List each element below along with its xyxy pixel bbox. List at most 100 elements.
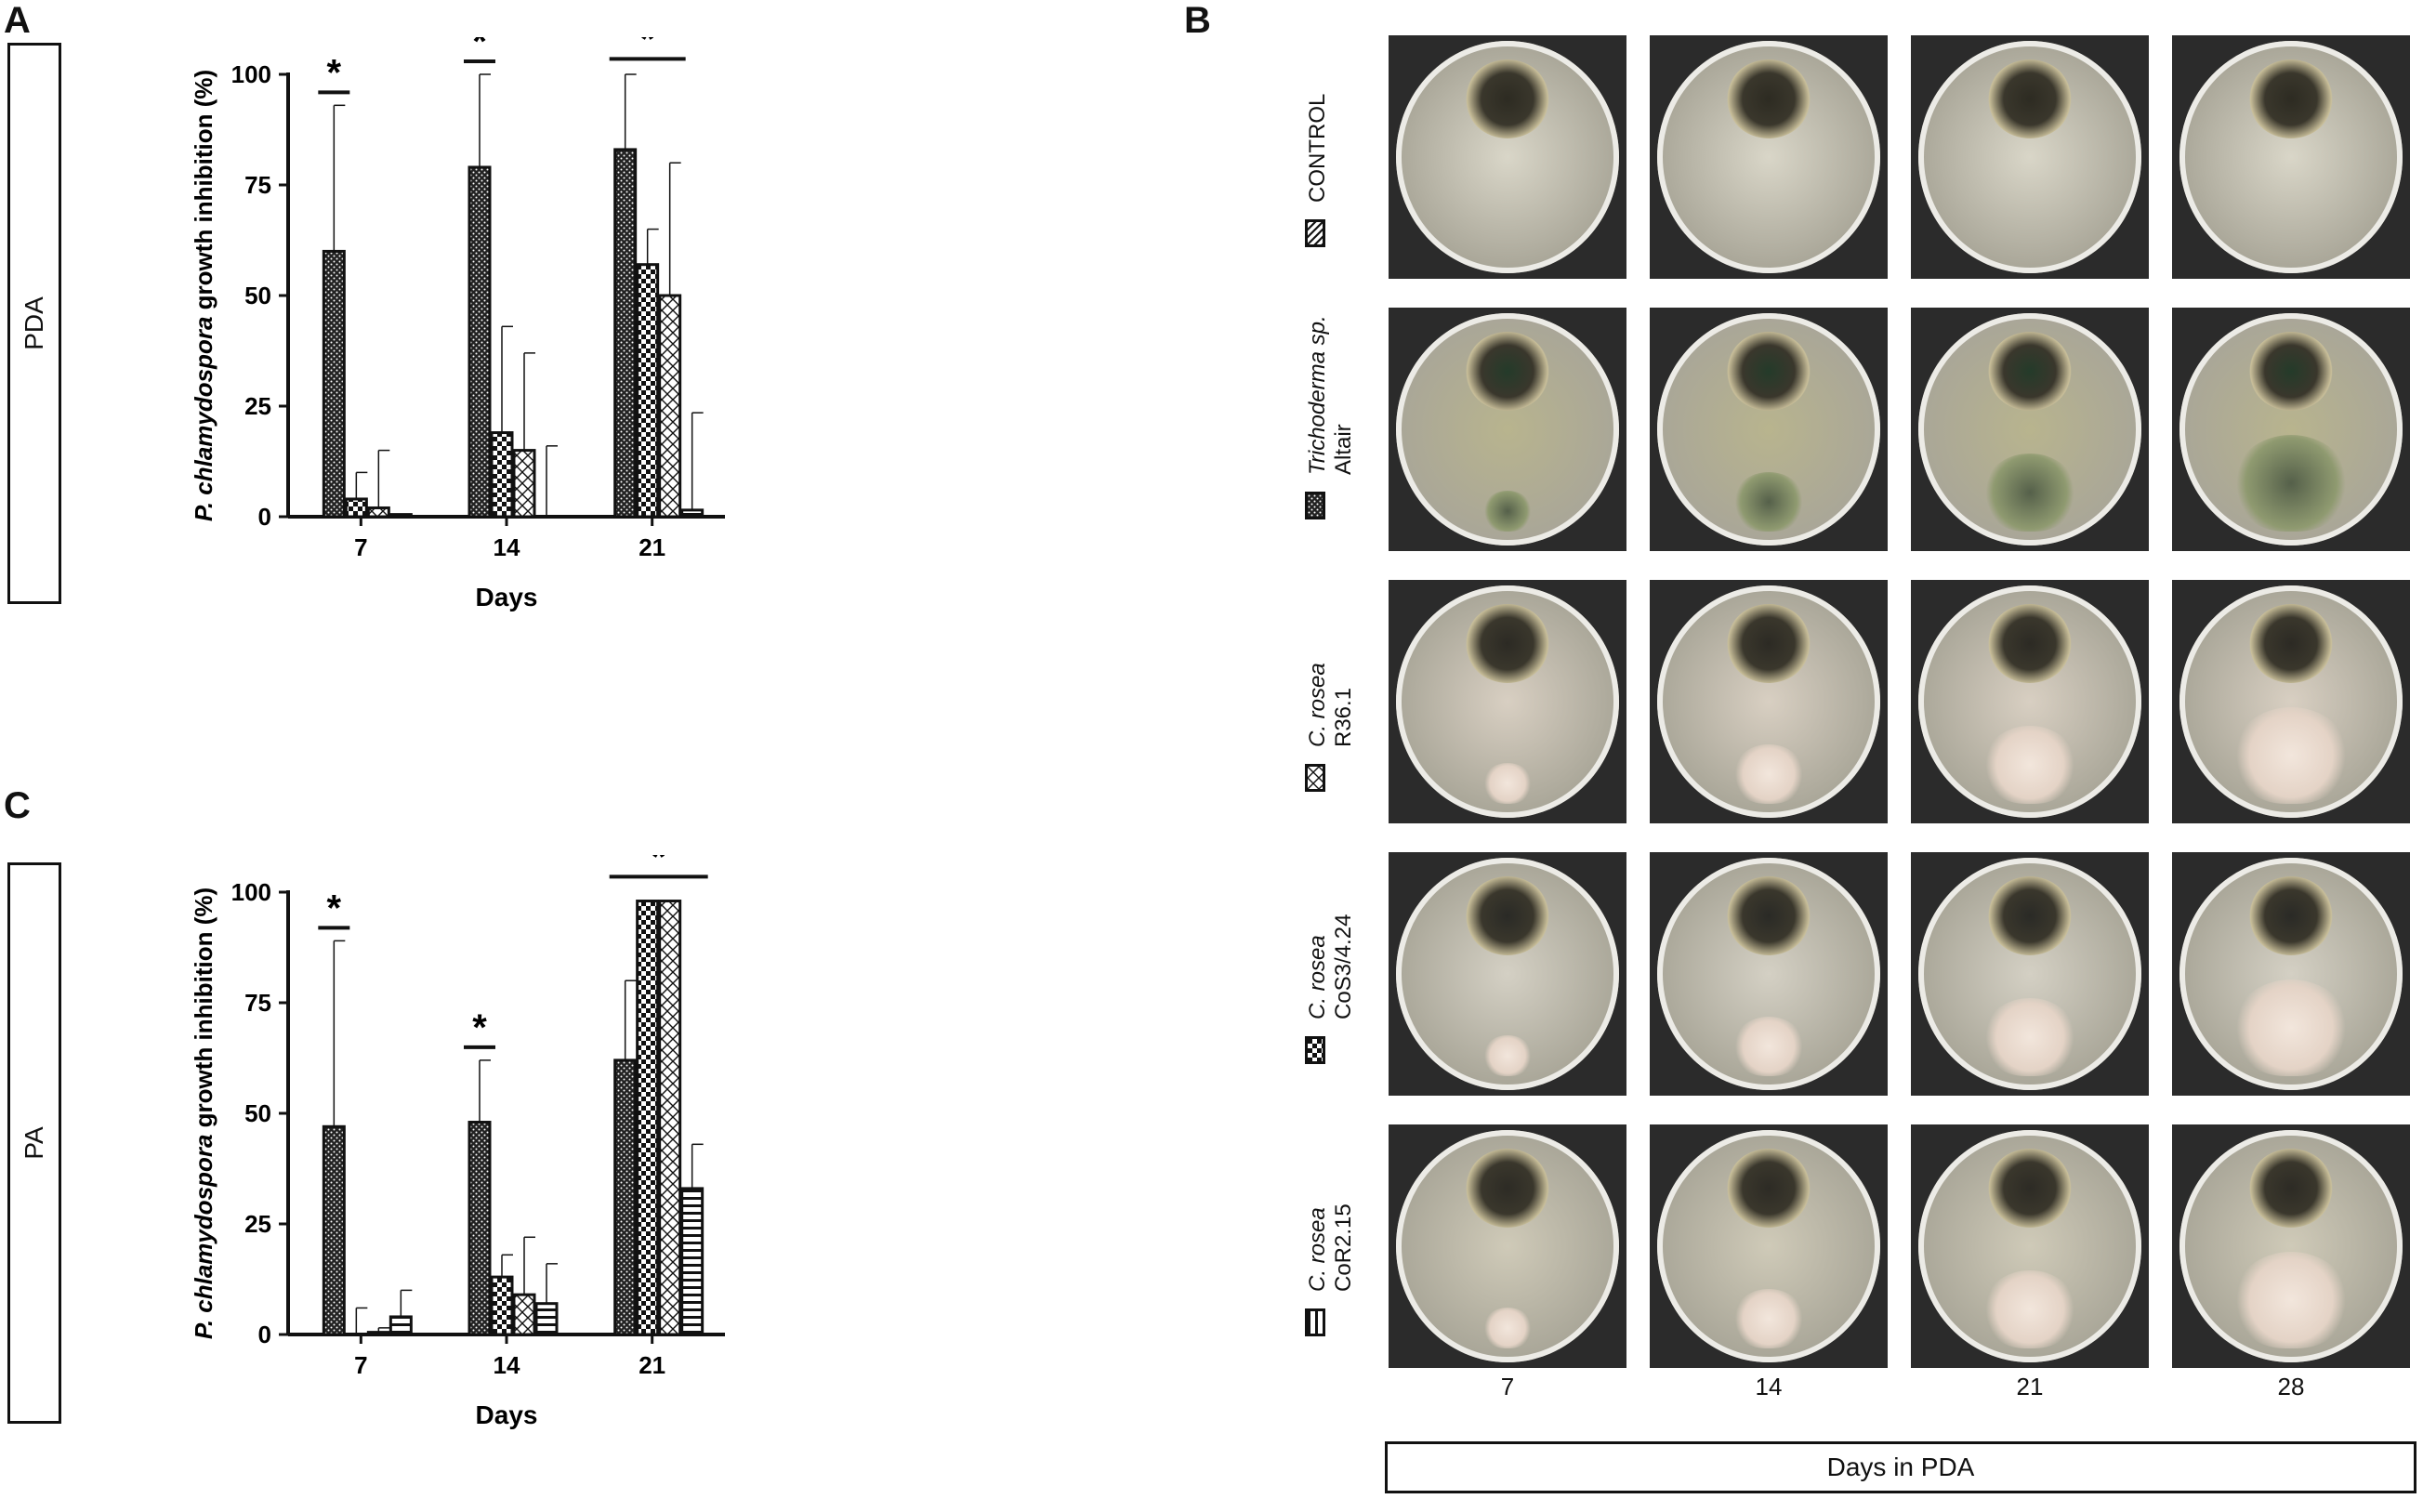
- petri-plate-photo: [1911, 852, 2149, 1096]
- row-label: C. rosea CoS3/4.24: [1305, 914, 1356, 1019]
- row-label-line1: C. rosea: [1305, 1207, 1330, 1292]
- row-label-line1: C. rosea: [1305, 663, 1330, 747]
- pathogen-colony: [1987, 59, 2073, 138]
- antagonist-colony: [2232, 435, 2350, 532]
- medium-box-pda: PDA: [7, 43, 61, 604]
- antagonist-colony: [1982, 454, 2077, 532]
- x-tick-label: 7: [354, 1351, 367, 1379]
- bar: [658, 294, 682, 519]
- row-label-line1: C. rosea: [1305, 935, 1330, 1019]
- bar: [613, 1058, 638, 1336]
- y-tick-label: 25: [244, 392, 271, 420]
- x-axis-label: Days: [476, 583, 538, 611]
- antagonist-colony: [1482, 491, 1533, 532]
- petri-dish: [2179, 313, 2403, 546]
- medium-box-pa: PA: [7, 862, 61, 1424]
- panel-letter-b: B: [1184, 0, 1211, 41]
- antagonist-colony: [1482, 1308, 1533, 1348]
- petri-plate-photo: [1650, 1124, 1888, 1368]
- petri-plate-photo: [2172, 580, 2410, 823]
- petri-plate-photo: [1650, 308, 1888, 551]
- pathogen-colony: [2248, 59, 2334, 138]
- petri-plate-photo: [1911, 35, 2149, 279]
- legend-swatch: [1305, 764, 1325, 792]
- x-tick-label: 21: [639, 533, 665, 561]
- row-label-line1: CONTROL: [1305, 93, 1330, 203]
- petri-plate-photo: [2172, 308, 2410, 551]
- pathogen-colony: [1987, 1149, 2073, 1228]
- antagonist-colony: [1732, 1289, 1805, 1348]
- day-label: 21: [2016, 1373, 2044, 1400]
- petri-dish: [1657, 858, 1880, 1090]
- bar: [636, 900, 660, 1336]
- pathogen-colony: [1987, 604, 2073, 683]
- petri-dish: [1918, 1130, 2141, 1362]
- petri-plate-photo: [2172, 1124, 2410, 1368]
- bar: [680, 508, 705, 519]
- day-label: 28: [2277, 1373, 2305, 1400]
- plates-grid: CONTROL Trichoderma sp. Altair C. rosea R36.…: [1283, 35, 2423, 1512]
- petri-dish: [1396, 41, 1619, 273]
- x-tick-label: 21: [639, 1351, 665, 1379]
- significance-star: *: [327, 887, 342, 928]
- significance-star: *: [472, 37, 487, 62]
- bar: [490, 431, 514, 519]
- bar: [388, 1315, 413, 1336]
- petri-dish: [1396, 1130, 1619, 1362]
- petri-plate-photo: [1389, 1124, 1626, 1368]
- antagonist-colony: [1982, 1270, 2077, 1348]
- y-tick-label: 0: [258, 503, 271, 531]
- antagonist-colony: [1982, 726, 2077, 804]
- y-axis-label-rest: growth inhibition (%): [190, 70, 217, 317]
- petri-plate-photo: [1650, 580, 1888, 823]
- y-tick-label: 100: [231, 60, 271, 88]
- petri-dish: [2179, 1130, 2403, 1362]
- petri-plate-photo: [1650, 35, 1888, 279]
- x-tick-label: 14: [494, 533, 520, 561]
- bar: [467, 165, 492, 519]
- antagonist-colony: [1482, 763, 1533, 804]
- petri-plate-photo: [1911, 1124, 2149, 1368]
- y-axis-label: P. chlamydospora growth inhibition (%): [190, 887, 217, 1339]
- pathogen-colony: [2248, 604, 2334, 683]
- y-tick-label: 0: [258, 1321, 271, 1348]
- bar: [366, 506, 390, 519]
- medium-label-pa: PA: [20, 1126, 48, 1160]
- y-axis-label: P. chlamydospora growth inhibition (%): [190, 70, 217, 521]
- bar: [322, 1124, 346, 1336]
- x-tick-label: 7: [354, 533, 367, 561]
- petri-plate-photo: [1650, 852, 1888, 1096]
- y-tick-label: 50: [244, 1099, 271, 1127]
- pathogen-colony: [2248, 1149, 2334, 1228]
- day-label: 7: [1500, 1373, 1515, 1400]
- bar: [658, 900, 682, 1336]
- antagonist-colony: [1982, 998, 2077, 1076]
- pathogen-colony: [2248, 876, 2334, 955]
- pathogen-colony: [1726, 59, 1811, 138]
- row-label-line2: R36.1: [1330, 687, 1356, 747]
- y-axis-label-italic: P. chlamydospora: [190, 1135, 217, 1340]
- bar: [490, 1275, 514, 1336]
- bar: [322, 249, 346, 519]
- bar: [366, 1331, 390, 1336]
- bar: [613, 148, 638, 519]
- petri-plate-photo: [1911, 308, 2149, 551]
- row-label-line1: Trichoderma sp.: [1305, 315, 1330, 475]
- x-axis-label: Days: [476, 1400, 538, 1429]
- days-axis-box: Days in PDA: [1385, 1441, 2416, 1493]
- y-tick-label: 50: [244, 282, 271, 309]
- bar: [512, 449, 536, 519]
- petri-dish: [1657, 585, 1880, 818]
- medium-label-pda: PDA: [20, 296, 48, 350]
- y-axis-label-italic: P. chlamydospora: [190, 317, 217, 522]
- bar: [388, 513, 413, 519]
- petri-plate-photo: [1389, 852, 1626, 1096]
- day-label: 14: [1755, 1373, 1783, 1400]
- row-label-line2: CoR2.15: [1330, 1203, 1356, 1292]
- pathogen-colony: [1465, 1149, 1550, 1228]
- petri-dish: [1657, 1130, 1880, 1362]
- legend-swatch: [1305, 219, 1325, 247]
- y-tick-label: 75: [244, 171, 271, 199]
- row-label: CONTROL: [1305, 94, 1331, 203]
- row-label: Trichoderma sp. Altair: [1305, 315, 1356, 475]
